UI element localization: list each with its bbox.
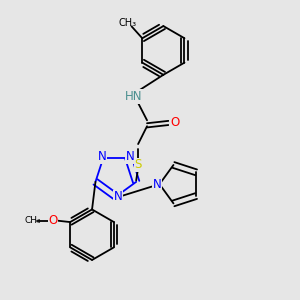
Text: O: O (170, 116, 179, 130)
Text: HN: HN (125, 90, 142, 103)
Text: O: O (48, 214, 58, 227)
Text: N: N (153, 178, 161, 191)
Text: N: N (114, 190, 123, 203)
Text: N: N (98, 150, 106, 163)
Text: S: S (134, 158, 142, 171)
Text: CH₃: CH₃ (119, 18, 137, 28)
Text: CH₃: CH₃ (24, 216, 41, 225)
Text: N: N (125, 150, 134, 163)
